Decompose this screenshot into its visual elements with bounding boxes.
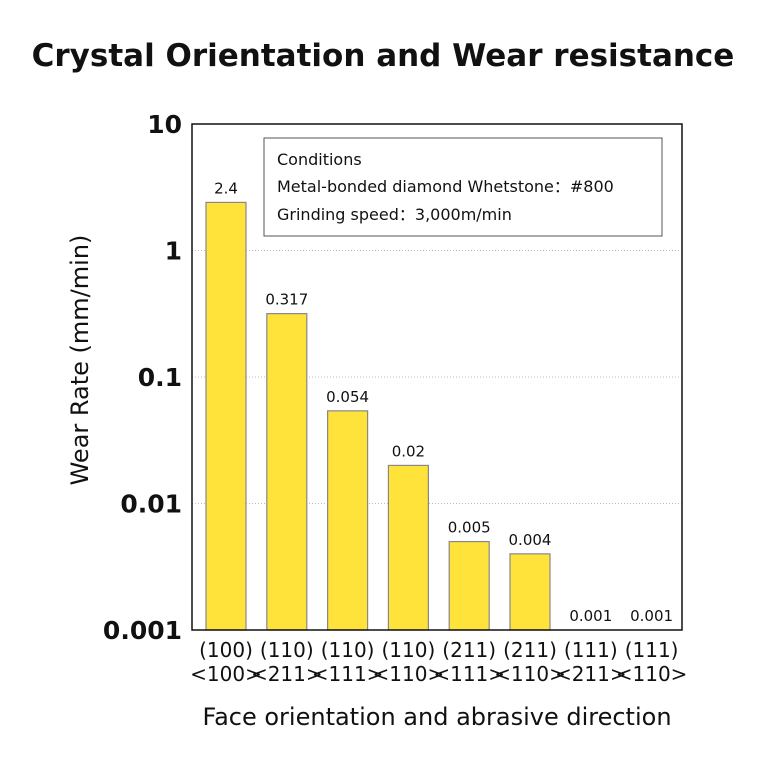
x-tick-label-direction: <211> <box>251 662 323 686</box>
data-label: 0.317 <box>265 291 308 309</box>
y-tick-label: 0.001 <box>103 616 182 645</box>
y-tick-label: 10 <box>147 110 182 139</box>
x-tick-label-face: (111) <box>625 638 679 662</box>
y-axis-label: Wear Rate (mm/min) <box>66 235 94 486</box>
chart-title: Crystal Orientation and Wear resistance <box>32 38 735 74</box>
bar <box>448 540 490 631</box>
data-label: 0.02 <box>392 442 425 460</box>
bar <box>509 553 551 631</box>
x-tick-label-direction: <111> <box>433 662 505 686</box>
data-label: 0.001 <box>630 607 673 625</box>
x-tick-label-direction: <100> <box>190 662 262 686</box>
x-tick-label-face: (110) <box>382 638 436 662</box>
x-tick-label-direction: <110> <box>616 662 688 686</box>
conditions-line-1: Metal-bonded diamond Whetstone：#800 <box>277 177 614 196</box>
x-axis-label: Face orientation and abrasive direction <box>202 703 671 731</box>
conditions-line-2: Grinding speed：3,000m/min <box>277 205 512 224</box>
conditions-box: Conditions Metal-bonded diamond Whetston… <box>263 137 663 237</box>
x-tick-label-face: (110) <box>321 638 375 662</box>
x-tick-label-face: (110) <box>260 638 314 662</box>
bar <box>327 410 369 631</box>
plot-frame <box>191 123 683 631</box>
y-tick-label: 1 <box>165 237 182 266</box>
conditions-title: Conditions <box>277 150 362 169</box>
bar <box>266 313 308 631</box>
bar <box>205 201 247 631</box>
data-label: 0.005 <box>448 519 491 537</box>
x-tick-label-face: (100) <box>199 638 253 662</box>
data-label: 0.054 <box>326 388 369 406</box>
y-tick-label: 0.1 <box>138 363 182 392</box>
bar <box>387 464 429 631</box>
x-tick-label-direction: <110> <box>494 662 566 686</box>
x-tick-label-face: (211) <box>503 638 557 662</box>
x-tick-label-direction: <211> <box>555 662 627 686</box>
data-label: 0.001 <box>569 607 612 625</box>
data-label: 2.4 <box>214 179 238 197</box>
x-tick-label-face: (111) <box>564 638 618 662</box>
x-tick-label-direction: <111> <box>312 662 384 686</box>
x-tick-label-face: (211) <box>442 638 496 662</box>
x-tick-label-direction: <110> <box>373 662 445 686</box>
y-tick-label: 0.01 <box>120 490 182 519</box>
data-label: 0.004 <box>509 531 552 549</box>
